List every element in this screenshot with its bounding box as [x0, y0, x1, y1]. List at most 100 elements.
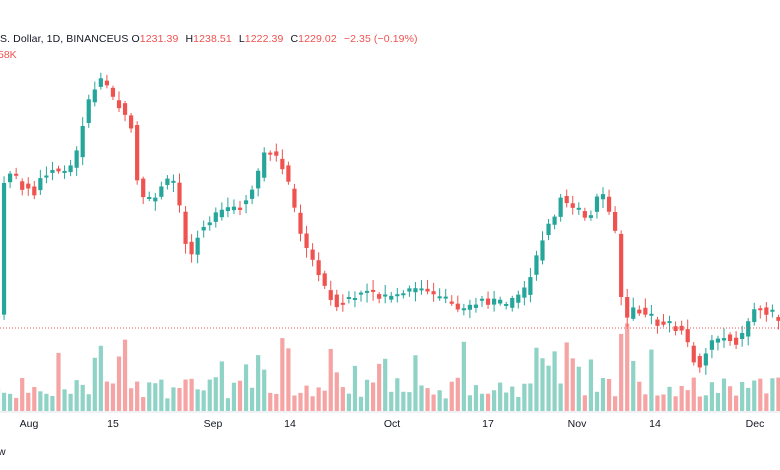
- volume-bar: [274, 393, 279, 411]
- candle-body: [110, 87, 116, 97]
- volume-bar: [86, 394, 91, 411]
- candle-body: [552, 216, 557, 225]
- candle-body: [44, 175, 49, 178]
- volume-bar: [334, 372, 339, 411]
- volume-bar: [546, 365, 551, 411]
- candle-body: [340, 302, 345, 305]
- volume-bar: [371, 382, 376, 411]
- volume-bar: [528, 383, 533, 411]
- low-value: 1222.39: [244, 33, 284, 45]
- volume-bar: [485, 393, 491, 411]
- close-label: C: [290, 33, 299, 45]
- candle-body: [467, 304, 472, 310]
- candle-body: [703, 353, 708, 366]
- volume-bar: [625, 323, 630, 411]
- volume-bar: [129, 388, 134, 411]
- x-tick-label: Nov: [568, 418, 587, 430]
- candle-body: [26, 183, 31, 189]
- candle-body: [122, 103, 128, 115]
- volume-bar: [552, 351, 557, 411]
- candle-body: [92, 89, 97, 103]
- volume-bar: [231, 382, 237, 411]
- candle-body: [625, 297, 630, 318]
- candle-body: [20, 181, 25, 190]
- volume-bar: [588, 359, 593, 411]
- volume-bar: [401, 391, 406, 411]
- candle-body: [419, 288, 424, 291]
- volume-bar: [201, 390, 206, 411]
- volume-bar: [213, 377, 218, 411]
- volume-bar: [340, 387, 345, 411]
- volume-bar: [44, 393, 49, 411]
- volume-bar: [734, 395, 739, 411]
- volume-bar: [237, 380, 243, 411]
- volume-bars: [0, 323, 780, 411]
- candle-body: [667, 321, 672, 324]
- volume-bar: [250, 387, 255, 411]
- volume-bar: [26, 392, 31, 411]
- candle-body: [268, 152, 273, 155]
- x-tick-label: Oct: [384, 418, 400, 430]
- volume-bar: [637, 381, 642, 411]
- candle-body: [207, 222, 212, 226]
- volume-bar: [606, 378, 612, 411]
- candle-body: [86, 99, 91, 124]
- volume-bar: [540, 358, 545, 411]
- volume-bar: [455, 377, 460, 411]
- low-label: L: [238, 33, 245, 45]
- x-tick-label: Sep: [204, 418, 223, 430]
- volume-bar: [268, 392, 273, 411]
- volume-bar: [613, 396, 618, 411]
- candle-body: [510, 297, 515, 308]
- volume-bar: [564, 342, 569, 411]
- candle-body: [437, 296, 442, 299]
- candle-body: [401, 293, 406, 296]
- candle-body: [316, 260, 321, 276]
- candle-body: [177, 182, 182, 206]
- x-tick-label: 17: [482, 418, 494, 430]
- volume-bar: [752, 380, 757, 411]
- candle-body: [231, 206, 237, 211]
- candle-body: [171, 180, 176, 183]
- volume-bar: [516, 396, 521, 411]
- volume-bar: [709, 382, 714, 411]
- candle-body: [504, 303, 509, 306]
- volume-bar: [280, 338, 285, 411]
- candle-body: [68, 165, 73, 173]
- volume-bar: [667, 386, 672, 411]
- candle-body: [213, 212, 218, 222]
- candle-body: [697, 356, 702, 368]
- close-value: 1229.02: [298, 33, 337, 45]
- candle-body: [734, 337, 739, 345]
- volume-bar: [510, 386, 515, 411]
- volume-bar: [395, 378, 400, 411]
- volume-bar: [600, 378, 606, 411]
- candle-body: [286, 165, 291, 182]
- open-label: O: [131, 33, 140, 45]
- volume-bar: [177, 388, 182, 411]
- volume-bar: [582, 395, 587, 411]
- volume-bar: [32, 386, 37, 411]
- price-candles: [0, 72, 780, 375]
- high-label: H: [185, 33, 194, 45]
- volume-bar: [467, 395, 472, 411]
- volume-bar: [649, 349, 654, 411]
- volume-bar: [171, 387, 176, 411]
- candle-body: [159, 186, 164, 197]
- change-value: −2.35 (−0.19%): [343, 33, 418, 45]
- candle-body: [371, 289, 376, 292]
- volume-bar: [431, 394, 436, 411]
- volume-bar: [195, 389, 200, 411]
- volume-bar: [377, 363, 382, 411]
- candle-body: [631, 307, 636, 319]
- volume-bar: [262, 369, 267, 411]
- volume-bar: [38, 391, 43, 411]
- volume-bar: [358, 396, 364, 411]
- candle-body: [219, 209, 224, 218]
- volume-bar: [292, 395, 297, 411]
- candle-body: [449, 301, 454, 304]
- x-tick-label: 14: [649, 418, 661, 430]
- volume-bar: [14, 397, 19, 411]
